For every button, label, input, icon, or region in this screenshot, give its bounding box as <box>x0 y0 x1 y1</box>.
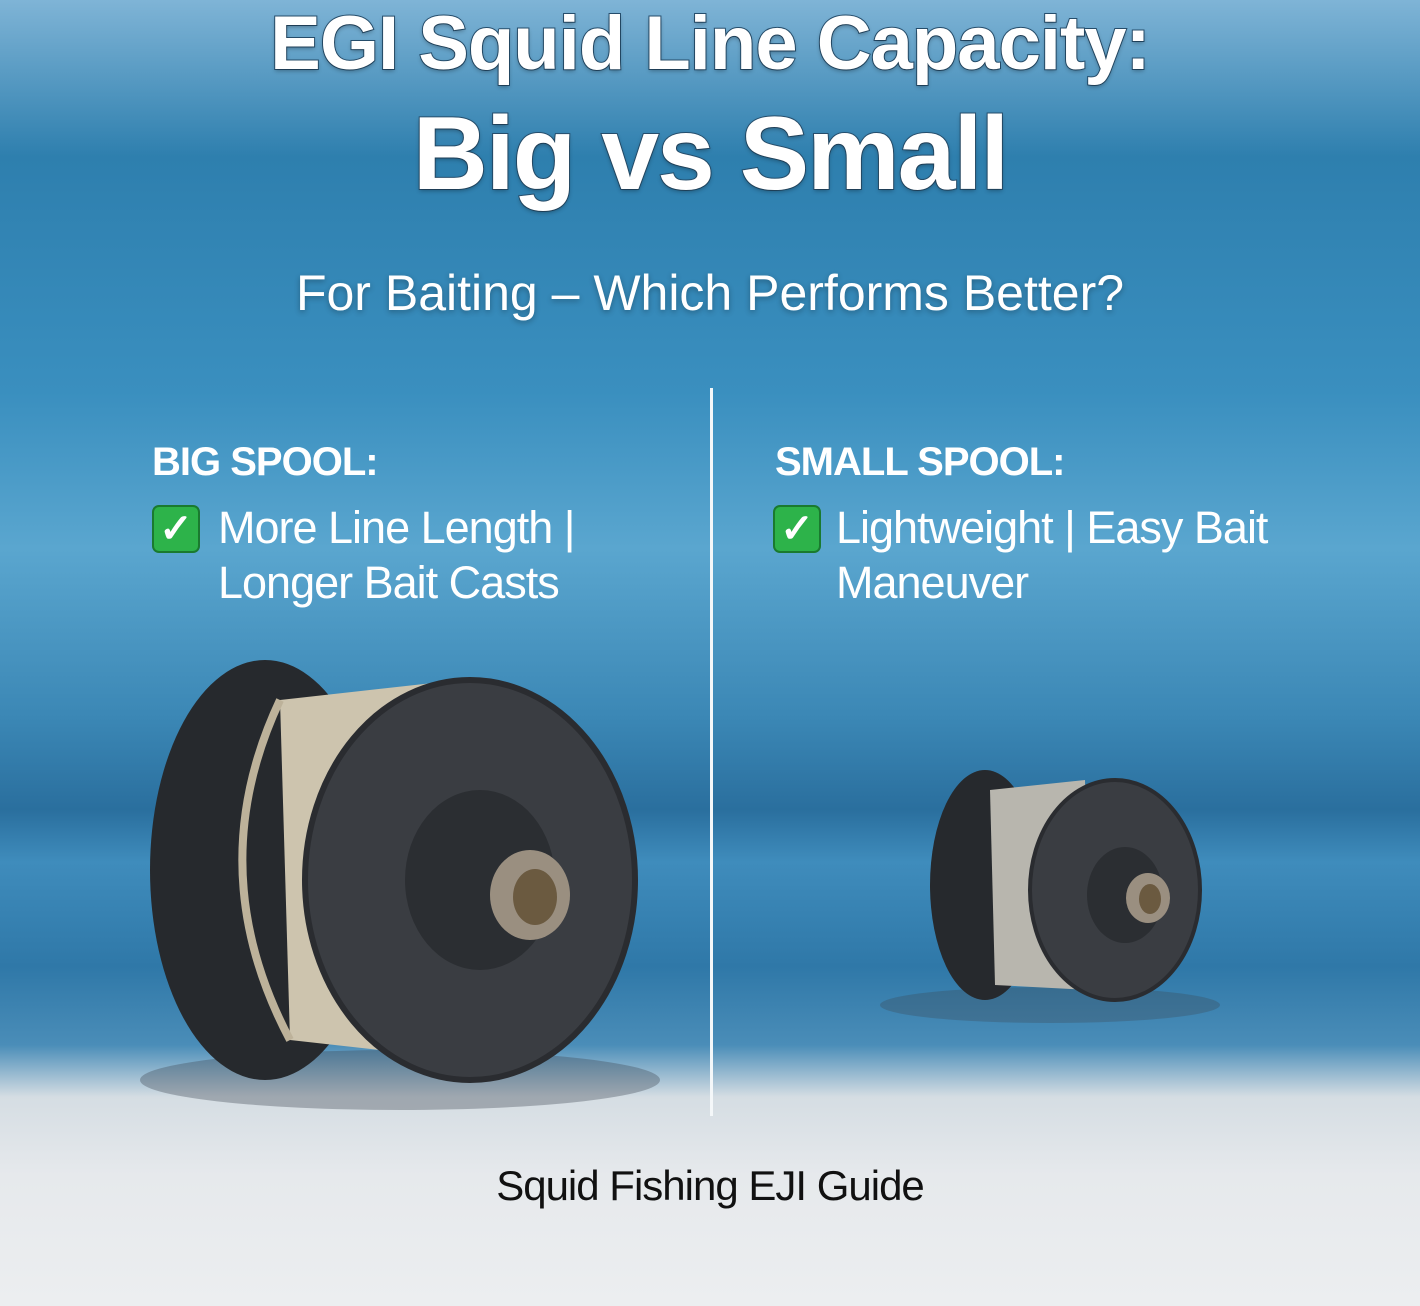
divider <box>710 388 713 1116</box>
big-spool-benefits: More Line Length | Longer Bait Casts <box>218 500 575 610</box>
title-line-2: Big vs Small <box>412 95 1010 213</box>
title-line-1: EGI Squid Line Capacity: <box>269 0 1152 87</box>
footer-caption: Squid Fishing EJI Guide <box>496 1162 925 1209</box>
benefit-line: Maneuver <box>836 557 1029 608</box>
small-spool-benefits: Lightweight | Easy Bait Maneuver <box>836 500 1268 610</box>
small-spool-heading: SMALL SPOOL: <box>775 440 1065 484</box>
small-spool <box>880 770 1220 1023</box>
big-spool <box>140 660 660 1110</box>
big-spool-heading: BIG SPOOL: <box>152 440 379 484</box>
benefit-line: Lightweight | Easy Bait <box>836 502 1268 553</box>
check-mark-icon: ✓ <box>152 505 200 553</box>
subtitle: For Baiting – Which Performs Better? <box>295 265 1125 321</box>
check-mark-icon: ✓ <box>773 505 821 553</box>
benefit-line: More Line Length | <box>218 502 575 553</box>
spools-illustration <box>140 660 1220 1110</box>
benefit-line: Longer Bait Casts <box>218 557 560 608</box>
